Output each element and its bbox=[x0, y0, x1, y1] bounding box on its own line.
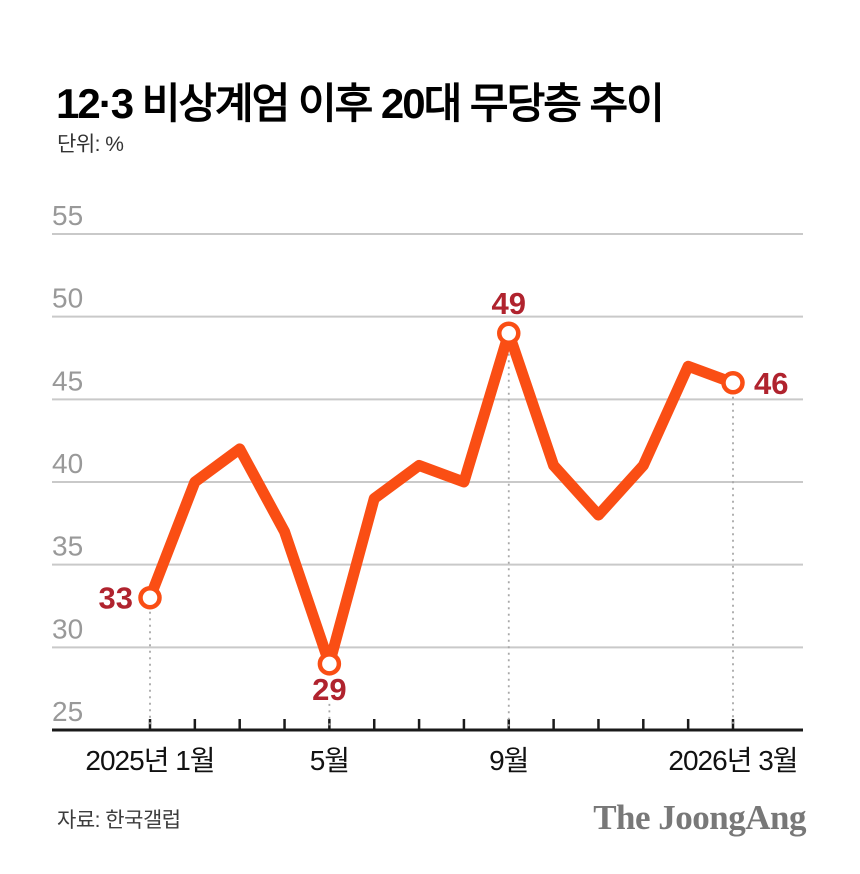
y-tick-label-25: 25 bbox=[52, 696, 83, 727]
value-label-0: 33 bbox=[99, 581, 133, 616]
y-tick-label-50: 50 bbox=[52, 283, 83, 314]
value-label-8: 49 bbox=[492, 286, 526, 321]
x-axis-label-4: 5월 bbox=[310, 745, 349, 776]
y-tick-label-45: 45 bbox=[52, 365, 83, 396]
data-marker-8 bbox=[497, 321, 521, 345]
unit-label: 단위: % bbox=[57, 133, 124, 156]
y-tick-label-35: 35 bbox=[52, 531, 83, 562]
joongang-logo: The JoongAng bbox=[593, 798, 806, 837]
x-axis-label-13: 2026년 3월 bbox=[668, 745, 797, 776]
value-label-backdrop-4 bbox=[305, 676, 354, 703]
y-tick-label-40: 40 bbox=[52, 448, 83, 479]
y-tick-label-55: 55 bbox=[52, 200, 83, 231]
data-marker-0 bbox=[138, 585, 162, 610]
data-line bbox=[144, 327, 739, 670]
chart-title: 12·3 비상계엄 이후 20대 무당층 추이 bbox=[56, 80, 665, 128]
y-tick-label-30: 30 bbox=[52, 613, 83, 644]
data-marker-4 bbox=[317, 652, 342, 676]
x-axis-label-0: 2025년 1월 bbox=[85, 745, 214, 776]
source-label: 자료: 한국갤럽 bbox=[57, 809, 181, 832]
value-label-4: 29 bbox=[312, 672, 346, 707]
data-marker-13 bbox=[721, 371, 745, 395]
value-label-13: 46 bbox=[754, 366, 788, 401]
x-axis-label-8: 9월 bbox=[489, 745, 528, 776]
